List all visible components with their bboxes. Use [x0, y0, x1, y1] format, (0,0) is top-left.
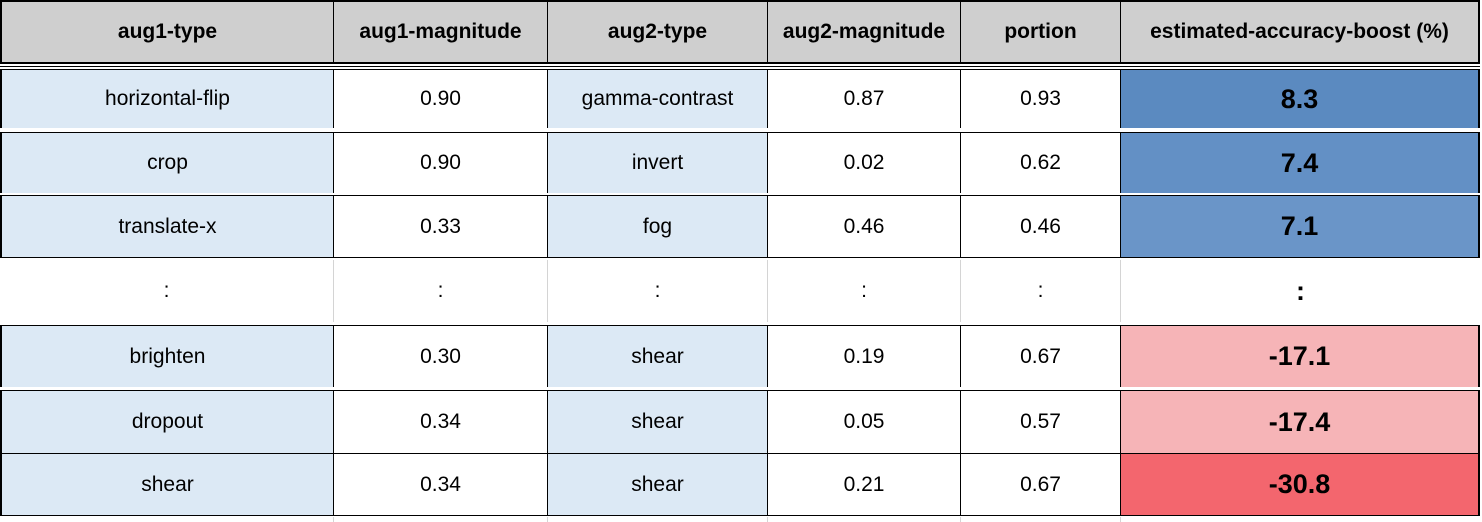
ellipsis-cell: :	[1120, 260, 1480, 322]
ellipsis-cell: :	[767, 260, 960, 322]
table-cell-aug1-type: dropout	[0, 390, 333, 453]
ellipsis-cell: :	[547, 260, 767, 322]
ellipsis-cell: :	[0, 260, 333, 322]
table-cell-aug1-type: brighten	[0, 325, 333, 387]
ellipsis-cell: :	[960, 260, 1120, 322]
table-cell-aug2-magnitude: 0.19	[767, 325, 960, 387]
trailing-gridline	[767, 517, 768, 522]
boost-value-cell: -17.1	[1120, 325, 1480, 387]
table-cell-portion: 0.46	[960, 195, 1120, 258]
table-cell-aug1-magnitude: 0.33	[333, 195, 547, 258]
column-header-portion: portion	[960, 0, 1120, 64]
table-cell-aug2-type: gamma-contrast	[547, 69, 767, 128]
boost-value-cell: 7.1	[1120, 195, 1480, 258]
table-cell-aug1-type: crop	[0, 132, 333, 193]
column-header-aug2-type: aug2-type	[547, 0, 767, 64]
header-double-rule	[0, 66, 1480, 67]
table-cell-portion: 0.67	[960, 453, 1120, 516]
column-header-aug1-type: aug1-type	[0, 0, 333, 64]
table-cell-aug1-magnitude: 0.30	[333, 325, 547, 387]
table-cell-aug1-type: translate-x	[0, 195, 333, 258]
trailing-gridline	[1120, 517, 1121, 522]
table-cell-portion: 0.62	[960, 132, 1120, 193]
table-cell-aug2-type: shear	[547, 453, 767, 516]
table-cell-portion: 0.93	[960, 69, 1120, 128]
table-cell-aug2-type: invert	[547, 132, 767, 193]
table-cell-aug2-magnitude: 0.21	[767, 453, 960, 516]
boost-value-cell: 8.3	[1120, 69, 1480, 128]
table-cell-aug1-magnitude: 0.90	[333, 69, 547, 128]
boost-value-cell: -17.4	[1120, 390, 1480, 453]
table-cell-aug2-type: shear	[547, 325, 767, 387]
table-cell-portion: 0.67	[960, 325, 1120, 387]
table-cell-aug1-type: horizontal-flip	[0, 69, 333, 128]
table-cell-aug2-type: shear	[547, 390, 767, 453]
table-cell-aug2-type: fog	[547, 195, 767, 258]
trailing-gridline	[960, 517, 961, 522]
table-cell-aug2-magnitude: 0.02	[767, 132, 960, 193]
boost-value-cell: 7.4	[1120, 132, 1480, 193]
table-cell-aug1-magnitude: 0.34	[333, 390, 547, 453]
table-cell-aug2-magnitude: 0.46	[767, 195, 960, 258]
column-header-aug1-magnitude: aug1-magnitude	[333, 0, 547, 64]
table-cell-aug2-magnitude: 0.05	[767, 390, 960, 453]
table-cell-portion: 0.57	[960, 390, 1120, 453]
column-header-estimated-accuracy-boost: estimated-accuracy-boost (%)	[1120, 0, 1480, 64]
table-cell-aug1-magnitude: 0.34	[333, 453, 547, 516]
trailing-gridline	[547, 517, 548, 522]
boost-value-cell: -30.8	[1120, 453, 1480, 516]
ellipsis-cell: :	[333, 260, 547, 322]
column-header-aug2-magnitude: aug2-magnitude	[767, 0, 960, 64]
table-cell-aug1-magnitude: 0.90	[333, 132, 547, 193]
table-cell-aug1-type: shear	[0, 453, 333, 516]
trailing-gridline	[333, 517, 334, 522]
table-cell-aug2-magnitude: 0.87	[767, 69, 960, 128]
